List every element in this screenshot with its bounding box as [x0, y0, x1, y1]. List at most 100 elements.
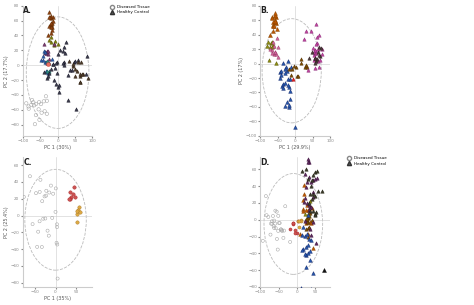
Point — [43, 60, 51, 65]
Point — [66, 196, 74, 201]
Point — [54, 51, 62, 56]
Point — [271, 17, 278, 22]
Point — [286, 102, 293, 107]
Point — [299, 169, 306, 174]
Point — [311, 213, 319, 217]
Point — [272, 52, 280, 56]
Point — [291, 227, 299, 232]
Point — [295, 219, 302, 224]
Point — [74, 58, 82, 63]
Point — [290, 77, 297, 82]
Point — [31, 122, 39, 127]
Point — [298, 232, 306, 237]
Point — [71, 195, 79, 200]
Point — [282, 70, 289, 75]
Point — [302, 226, 310, 231]
Point — [286, 239, 294, 244]
Point — [52, 186, 60, 191]
Point — [50, 42, 58, 47]
Point — [312, 41, 320, 46]
X-axis label: PC 1 (30%): PC 1 (30%) — [44, 145, 71, 150]
Point — [316, 64, 323, 69]
Point — [47, 40, 55, 45]
Point — [271, 49, 278, 54]
Point — [270, 23, 278, 28]
Text: C.: C. — [23, 158, 32, 167]
Point — [39, 216, 47, 221]
Point — [263, 213, 270, 218]
Point — [305, 212, 312, 217]
Point — [309, 190, 317, 195]
Point — [36, 100, 43, 105]
Point — [292, 65, 300, 70]
Point — [47, 21, 55, 26]
Point — [272, 221, 279, 226]
Point — [37, 102, 45, 106]
Y-axis label: PC 2 (25.4%): PC 2 (25.4%) — [4, 206, 9, 238]
Point — [268, 15, 276, 20]
Point — [50, 62, 57, 67]
Point — [281, 67, 289, 72]
Point — [47, 16, 55, 21]
Point — [313, 35, 321, 40]
Point — [310, 50, 318, 55]
Point — [305, 207, 312, 212]
Point — [311, 51, 319, 56]
Point — [84, 75, 92, 80]
Point — [306, 257, 313, 262]
Point — [290, 63, 298, 68]
Point — [43, 68, 51, 73]
Point — [52, 81, 60, 86]
Point — [304, 159, 311, 164]
Point — [54, 41, 62, 46]
Point — [82, 72, 90, 77]
Point — [262, 194, 270, 199]
Point — [274, 214, 282, 218]
Point — [48, 66, 55, 71]
Point — [74, 207, 82, 212]
Point — [288, 66, 295, 71]
Point — [317, 45, 325, 50]
Point — [69, 192, 76, 197]
Point — [308, 184, 315, 188]
Point — [40, 70, 48, 74]
Point — [52, 210, 59, 214]
Point — [59, 60, 67, 65]
Text: D.: D. — [261, 158, 270, 167]
Point — [61, 50, 69, 55]
Point — [304, 64, 311, 69]
Legend: Diseased Tissue, Healthy Control: Diseased Tissue, Healthy Control — [110, 5, 150, 14]
Point — [30, 103, 38, 108]
Point — [312, 58, 320, 63]
Point — [283, 100, 291, 105]
Point — [308, 237, 315, 242]
Point — [304, 250, 312, 255]
Point — [305, 176, 312, 181]
Point — [44, 32, 52, 37]
Point — [299, 224, 307, 229]
Point — [40, 99, 47, 104]
Point — [302, 28, 310, 33]
Point — [280, 228, 288, 233]
X-axis label: PC 1 (35%): PC 1 (35%) — [44, 296, 71, 301]
Point — [45, 70, 52, 75]
Point — [46, 69, 53, 74]
Point — [308, 49, 316, 54]
Point — [41, 49, 48, 54]
Point — [41, 194, 48, 199]
Point — [311, 55, 319, 60]
Point — [272, 20, 280, 25]
Point — [280, 235, 287, 240]
Point — [66, 67, 74, 72]
Point — [310, 57, 318, 62]
Point — [319, 189, 326, 194]
Point — [38, 199, 46, 204]
Point — [28, 98, 36, 102]
Point — [33, 244, 41, 249]
Point — [48, 20, 55, 25]
Point — [71, 58, 79, 63]
Point — [47, 24, 55, 29]
Y-axis label: PC 2 (17.7%): PC 2 (17.7%) — [4, 55, 9, 87]
Point — [73, 69, 81, 74]
Point — [42, 216, 49, 221]
